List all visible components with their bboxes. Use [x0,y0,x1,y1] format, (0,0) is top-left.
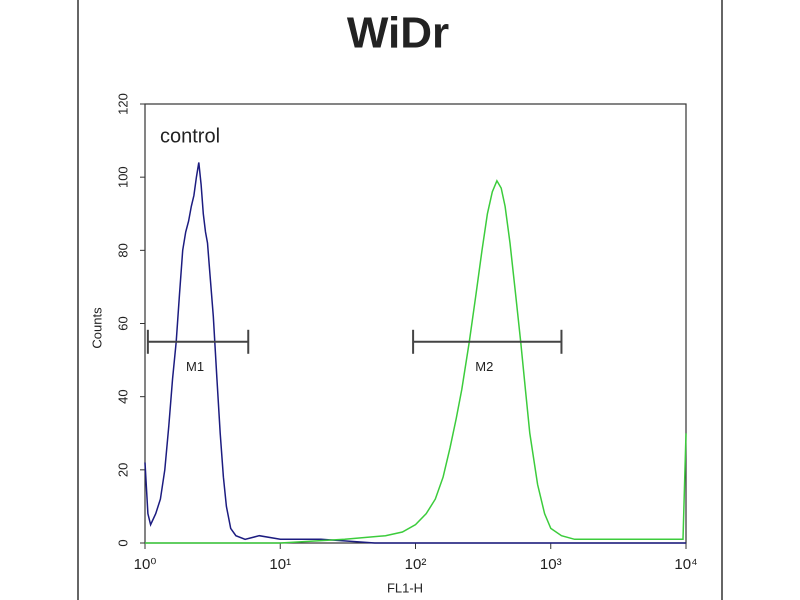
marker-label: M1 [186,359,204,374]
y-tick-label: 100 [115,166,130,188]
x-tick-label: 10⁰ [134,556,157,573]
x-tick-label: 10² [405,556,427,573]
chart-title: WiDr [347,9,449,58]
y-tick-label: 20 [115,463,130,477]
histogram-line [144,162,686,544]
y-tick-label: 60 [115,316,130,330]
frame [77,0,723,600]
x-axis-label: FL1-H [387,580,423,595]
y-tick-label: 40 [115,389,130,403]
annotation: control [160,125,220,147]
y-axis-label: Counts [89,307,104,349]
x-tick-label: 10¹ [269,556,291,573]
y-tick-label: 0 [115,539,130,546]
marker-label: M2 [475,359,493,374]
x-tick-label: 10³ [540,556,562,573]
histogram-line [145,179,687,544]
y-tick-label: 120 [115,93,130,115]
x-tick-label: 10⁴ [674,556,697,573]
plot-frame [144,103,687,544]
y-tick-label: 80 [115,243,130,257]
